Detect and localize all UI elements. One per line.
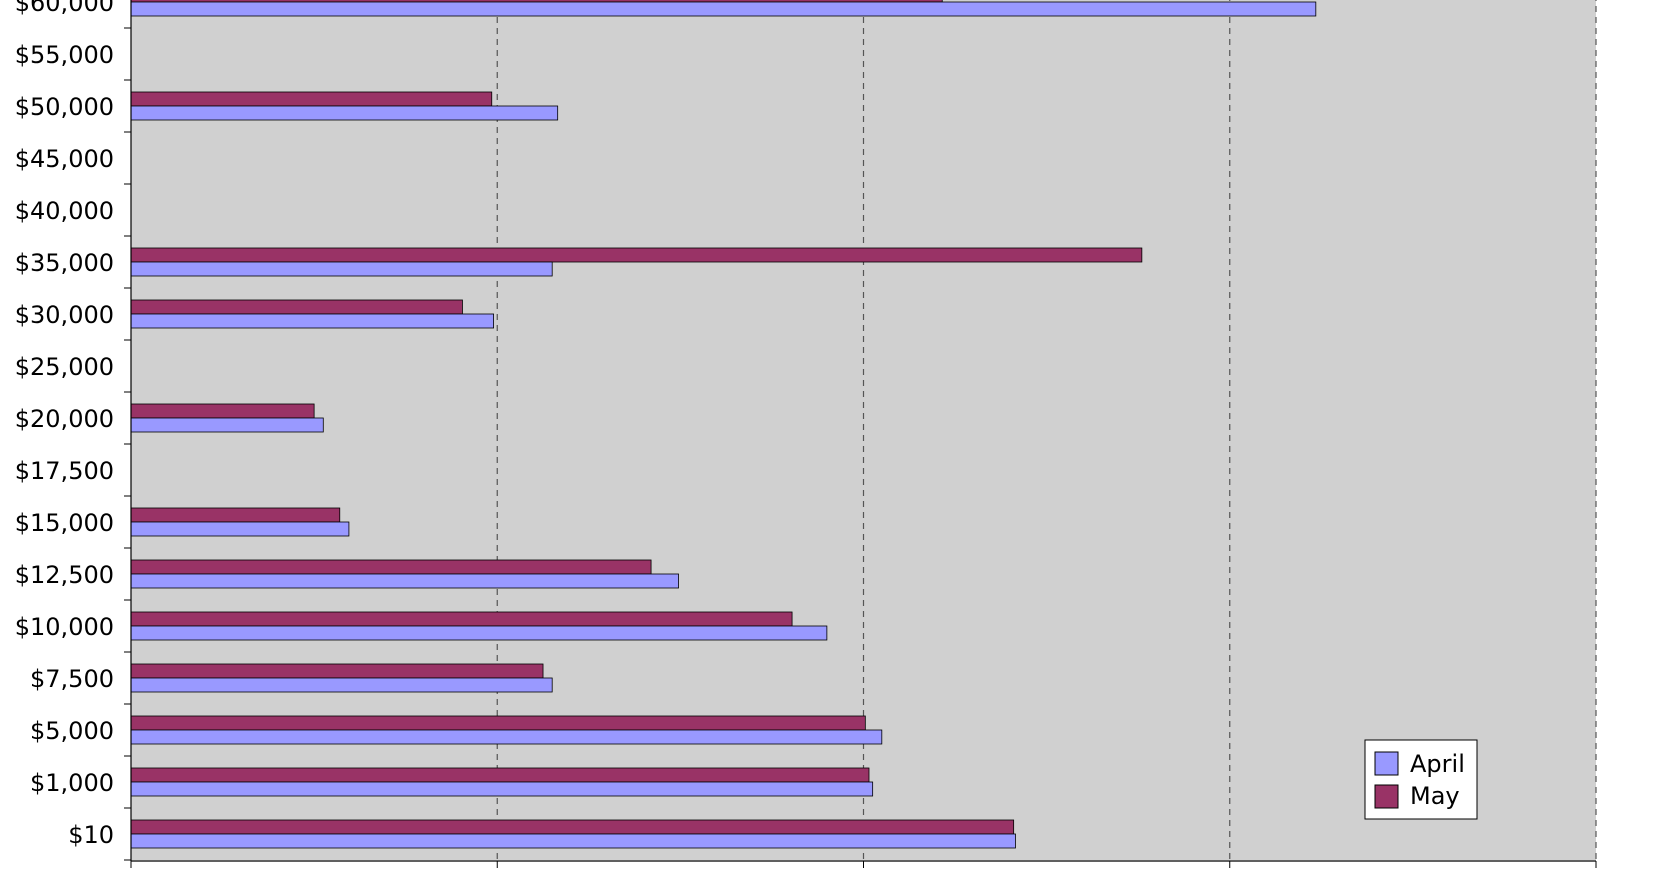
bar-april [130, 729, 883, 745]
x-tick-label: 3,000,000 [1169, 879, 1291, 883]
x-tick-label: 4,000,000 [1535, 879, 1657, 883]
bar-may [130, 299, 463, 315]
y-tick-label: $10 [68, 821, 114, 849]
legend-swatch-april [1374, 751, 1399, 776]
bar-april [130, 833, 1016, 849]
bar-april [130, 625, 828, 641]
bar-may [130, 767, 870, 783]
bar-april [130, 105, 559, 121]
bar-may [130, 559, 652, 575]
bar-april [130, 573, 679, 589]
y-tick-label: $15,000 [15, 509, 114, 537]
y-tick-label: $12,500 [15, 561, 114, 589]
bar-may [130, 663, 544, 679]
y-tick-label: $40,000 [15, 197, 114, 225]
bar-may [130, 91, 493, 107]
legend: April May [1364, 739, 1478, 820]
bar-april [130, 313, 494, 329]
bar-april [130, 417, 324, 433]
bar-may [130, 507, 341, 523]
x-tick-label: 2,000,000 [802, 879, 924, 883]
legend-label-may: May [1410, 782, 1460, 810]
x-tick-label: 0 [123, 879, 138, 883]
y-tick-label: $35,000 [15, 249, 114, 277]
bar-april [130, 521, 350, 537]
bar-may [130, 819, 1015, 835]
y-tick-label: $7,500 [30, 665, 114, 693]
y-tick-label: $60,000 [15, 0, 114, 17]
bar-april [130, 261, 553, 277]
y-tick-label: $10,000 [15, 613, 114, 641]
bar-april [130, 1, 1317, 17]
legend-label-april: April [1410, 750, 1465, 778]
y-tick-label: $25,000 [15, 353, 114, 381]
y-tick-label: $5,000 [30, 717, 114, 745]
y-tick-label: $1,000 [30, 769, 114, 797]
bar-may [130, 715, 866, 731]
y-tick-label: $50,000 [15, 93, 114, 121]
y-tick-label: $30,000 [15, 301, 114, 329]
y-tick-label: $45,000 [15, 145, 114, 173]
x-tick-label: 1,000,000 [436, 879, 558, 883]
y-tick-label: $55,000 [15, 41, 114, 69]
y-tick-label: $20,000 [15, 405, 114, 433]
bar-april [130, 677, 553, 693]
bar-may [130, 403, 315, 419]
bar-may [130, 247, 1143, 263]
legend-swatch-may [1374, 784, 1399, 809]
bar-may [130, 611, 793, 627]
bar-april [130, 781, 874, 797]
y-tick-label: $17,500 [15, 457, 114, 485]
